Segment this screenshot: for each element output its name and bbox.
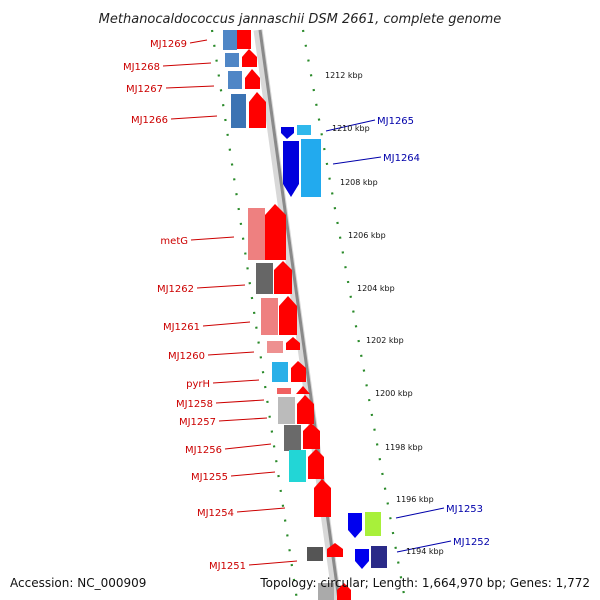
gene-arrow[interactable] [281,127,294,139]
gene-bar[interactable] [284,425,301,451]
gene-label[interactable]: MJ1258 [176,399,213,410]
gene-label[interactable]: metG [160,236,188,247]
gene-arrow[interactable] [337,583,351,600]
gene-arrow[interactable] [297,395,314,424]
gene-label[interactable]: MJ1251 [209,561,246,572]
gene-arrow[interactable] [327,543,343,557]
gene-label[interactable]: MJ1255 [191,472,228,483]
gene-arrow[interactable] [283,141,299,197]
gene-bar[interactable] [223,30,237,50]
right-gene-labels: MJ1265 MJ1264 MJ1253 MJ1252 [325,116,490,553]
gene-label[interactable]: MJ1261 [163,322,200,333]
kbp-tick-label: 1210 kbp [332,124,370,133]
gene-arrow[interactable] [237,30,251,49]
gene-arrow[interactable] [265,204,286,260]
gene-label[interactable]: MJ1254 [197,508,234,519]
gene-label[interactable]: MJ1253 [446,504,483,515]
gene-label[interactable]: MJ1262 [157,284,194,295]
topology-text: Topology: circular; Length: 1,664,970 bp… [260,576,590,590]
gene-bar[interactable] [225,53,239,67]
track-guides [210,29,407,600]
gene-label[interactable]: MJ1264 [383,153,420,164]
gene-arrow[interactable] [296,386,310,394]
gene-bar[interactable] [297,125,311,135]
gene-bar[interactable] [272,362,288,382]
gene-bar[interactable] [228,71,242,89]
gene-label[interactable]: MJ1260 [168,351,205,362]
gene-bar[interactable] [365,512,381,536]
gene-bar[interactable] [307,547,323,561]
kbp-tick-label: 1208 kbp [340,178,378,187]
left-gene-labels: MJ1269 MJ1268 MJ1267 MJ1266 metG MJ1262 MJ1261… [123,39,298,572]
gene-label[interactable]: MJ1256 [185,445,222,456]
gene-arrow[interactable] [355,549,369,569]
kbp-tick-label: 1196 kbp [396,495,434,504]
kbp-tick-label: 1194 kbp [406,547,444,556]
map-title: Methanocaldococcus jannaschii DSM 2661, … [99,12,502,27]
kbp-tick-label: 1206 kbp [348,231,386,240]
gene-label[interactable]: MJ1252 [453,537,490,548]
gene-label[interactable]: MJ1267 [126,84,163,95]
kbp-tick-label: 1200 kbp [375,389,413,398]
gene-bar[interactable] [256,263,273,294]
gene-label[interactable]: MJ1265 [377,116,414,127]
left-strand-arrows [237,30,351,600]
gene-arrow[interactable] [348,513,362,538]
gene-arrow[interactable] [291,361,306,382]
gene-arrow[interactable] [314,479,331,517]
gene-arrow[interactable] [286,337,300,350]
gene-bar[interactable] [277,388,291,394]
gene-bar[interactable] [301,139,321,197]
gene-bar[interactable] [248,208,265,260]
left-strand-bars [223,30,334,600]
kbp-ticks: 1212 kbp 1210 kbp 1208 kbp 1206 kbp 1204 kbp… [325,71,444,556]
right-strand [281,125,387,569]
gene-arrow[interactable] [279,296,297,335]
gene-arrow[interactable] [242,49,257,67]
kbp-tick-label: 1202 kbp [366,336,404,345]
gene-arrow[interactable] [249,92,266,128]
kbp-tick-label: 1204 kbp [357,284,395,293]
gene-bar[interactable] [278,397,295,424]
gene-bar[interactable] [267,341,283,353]
gene-bar[interactable] [371,546,387,568]
gene-bar[interactable] [289,450,306,482]
gene-label[interactable]: MJ1268 [123,62,160,73]
kbp-tick-label: 1198 kbp [385,443,423,452]
gene-bar[interactable] [231,94,246,128]
gene-label[interactable]: pyrH [186,379,210,390]
gene-arrow[interactable] [245,69,260,89]
accession-text: Accession: NC_000909 [10,576,147,590]
gene-arrow[interactable] [303,423,320,449]
gene-label[interactable]: MJ1269 [150,39,187,50]
gene-bar[interactable] [261,298,278,335]
kbp-tick-label: 1212 kbp [325,71,363,80]
gene-arrow[interactable] [308,449,324,479]
gene-arrow[interactable] [274,261,292,294]
gene-label[interactable]: MJ1266 [131,115,168,126]
gene-label[interactable]: MJ1257 [179,417,216,428]
gene-bar[interactable] [318,583,334,600]
